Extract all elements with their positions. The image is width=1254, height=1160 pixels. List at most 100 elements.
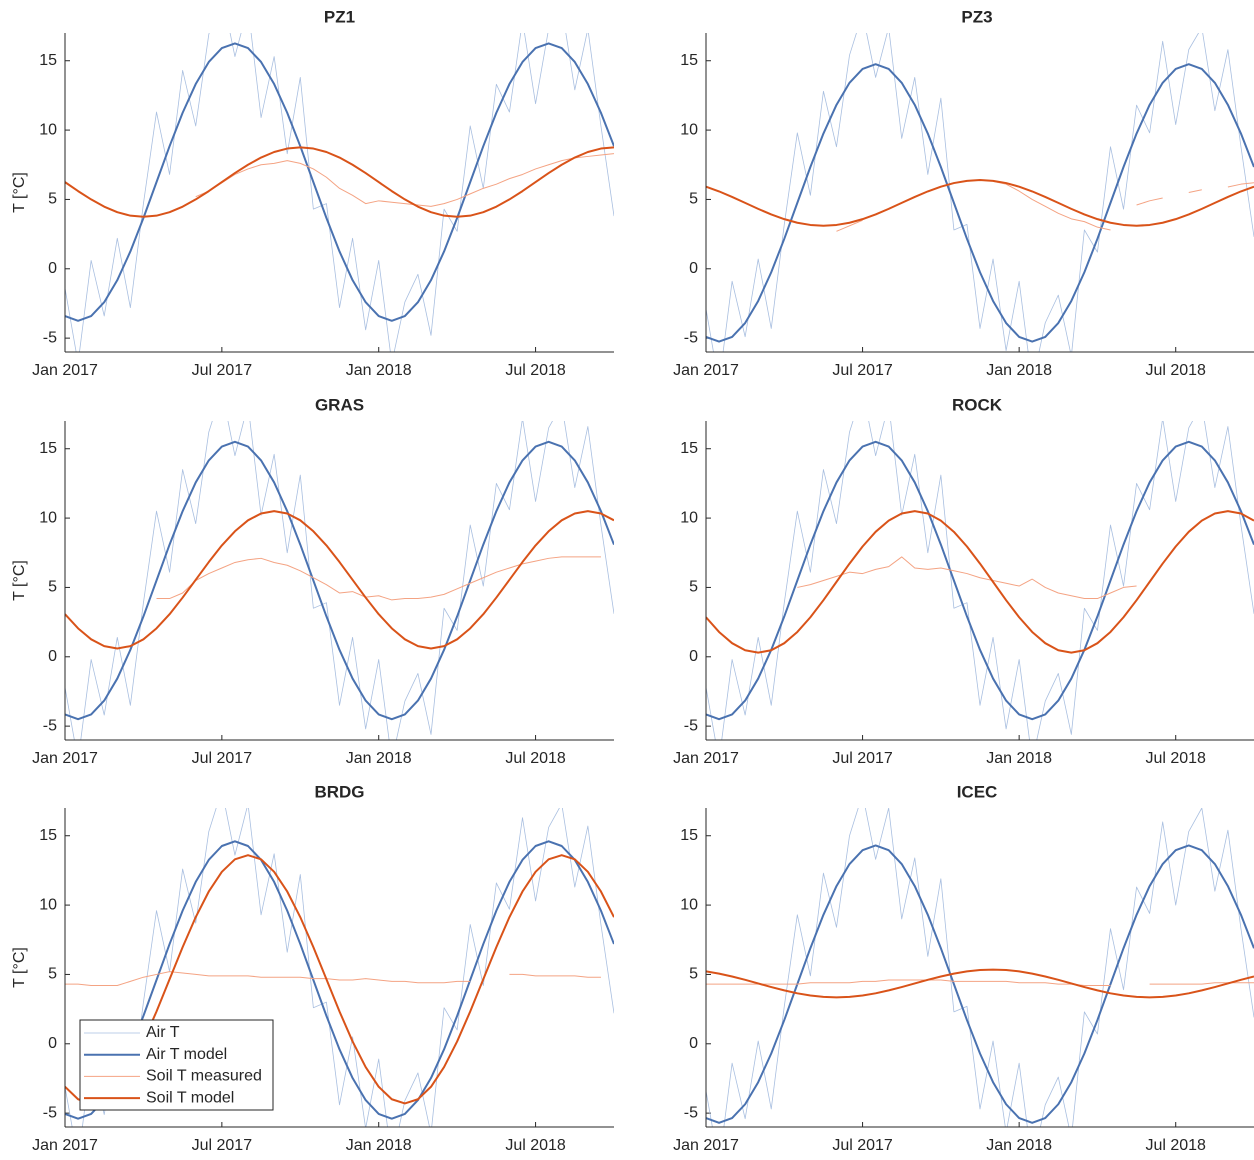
x-tick-label: Jul 2018 — [1145, 362, 1206, 379]
y-tick-label: 5 — [48, 579, 57, 596]
x-tick-label: Jan 2018 — [346, 750, 412, 767]
series-line — [65, 440, 614, 721]
legend-label: Soil T model — [146, 1089, 234, 1106]
y-tick-label: 5 — [689, 966, 698, 983]
chart-title: GRAS — [315, 395, 364, 414]
x-tick-label: Jan 2018 — [986, 750, 1052, 767]
y-tick-label: 15 — [680, 440, 698, 457]
legend-label: Soil T measured — [146, 1068, 262, 1085]
series-line — [706, 979, 1254, 987]
series-line — [65, 971, 601, 987]
x-tick-label: Jan 2018 — [346, 1137, 412, 1154]
y-tick-label: 0 — [48, 648, 57, 665]
y-axis-label: T [°C] — [11, 172, 28, 213]
series-line — [706, 63, 1254, 343]
y-tick-label: 5 — [48, 966, 57, 983]
chart-title: PZ3 — [961, 7, 992, 26]
plot-area — [706, 421, 1254, 740]
chart-title: PZ1 — [324, 7, 355, 26]
series-line — [65, 42, 614, 322]
series-line — [706, 33, 1254, 352]
plot-area — [65, 421, 614, 740]
plot-area — [706, 33, 1254, 352]
plot-area — [65, 33, 614, 352]
series-line — [65, 854, 614, 1105]
x-tick-label: Jul 2017 — [192, 1137, 253, 1154]
panel: ICEC -5 0 5 10 15 Jan 2017 Jul 2017 Jan 2018 Jul … — [673, 782, 1254, 1154]
x-tick-label: Jul 2017 — [832, 750, 893, 767]
series-line — [65, 840, 614, 1120]
x-tick-label: Jul 2018 — [505, 362, 566, 379]
y-axis-label: T [°C] — [11, 560, 28, 601]
series-line — [65, 510, 614, 650]
series-line — [706, 968, 1254, 999]
y-tick-label: 5 — [48, 191, 57, 208]
y-tick-label: -5 — [43, 329, 57, 346]
x-tick-label: Jan 2017 — [673, 1137, 739, 1154]
x-tick-label: Jul 2017 — [192, 750, 253, 767]
series-line — [65, 421, 614, 740]
chart-title: ROCK — [952, 395, 1003, 414]
y-tick-label: 10 — [680, 509, 698, 526]
chart-title: BRDG — [314, 782, 364, 801]
y-tick-label: 10 — [39, 509, 57, 526]
series-line — [706, 421, 1254, 740]
y-tick-label: 0 — [689, 648, 698, 665]
x-tick-label: Jan 2017 — [32, 1137, 98, 1154]
y-tick-label: 0 — [689, 260, 698, 277]
plot-area — [706, 808, 1254, 1127]
y-axis-label: T [°C] — [11, 947, 28, 988]
y-tick-label: 15 — [39, 440, 57, 457]
y-tick-label: -5 — [684, 1104, 698, 1121]
series-line — [706, 510, 1254, 654]
series-line — [65, 808, 614, 1127]
y-tick-label: -5 — [684, 329, 698, 346]
plot-area — [65, 808, 614, 1127]
y-tick-label: 15 — [39, 52, 57, 69]
legend-label: Air T model — [146, 1046, 227, 1063]
x-tick-label: Jul 2017 — [192, 362, 253, 379]
series-line — [156, 556, 601, 601]
series-line — [706, 179, 1254, 227]
x-tick-label: Jul 2018 — [505, 750, 566, 767]
y-tick-label: 5 — [689, 579, 698, 596]
panel: BRDG T [°C] -5 0 5 10 15 Jan 2017 Jul 2017 Jan 20… — [11, 782, 614, 1154]
series-line — [65, 146, 614, 218]
y-tick-label: -5 — [684, 717, 698, 734]
y-tick-label: -5 — [43, 1104, 57, 1121]
series-line — [706, 808, 1254, 1127]
legend-label: Air T — [146, 1024, 180, 1041]
x-tick-label: Jul 2017 — [832, 362, 893, 379]
y-tick-label: 15 — [680, 827, 698, 844]
series-line — [836, 180, 1254, 232]
panel: PZ1 T [°C] -5 0 5 10 15 Jan 2017 Jul 2017 Jan 201… — [11, 7, 614, 379]
y-tick-label: 10 — [39, 121, 57, 138]
legend: Air T Air T model Soil T measured Soil T mo… — [79, 1019, 274, 1111]
x-tick-label: Jul 2017 — [832, 1137, 893, 1154]
y-tick-label: 10 — [680, 896, 698, 913]
series-line — [65, 33, 614, 352]
y-tick-label: -5 — [43, 717, 57, 734]
x-tick-label: Jul 2018 — [1145, 750, 1206, 767]
x-tick-label: Jan 2018 — [986, 1137, 1052, 1154]
y-tick-label: 0 — [689, 1035, 698, 1052]
series-line — [706, 440, 1254, 721]
y-tick-label: 15 — [680, 52, 698, 69]
x-tick-label: Jan 2017 — [673, 750, 739, 767]
series-line — [195, 153, 614, 207]
series-line — [797, 556, 1137, 600]
x-tick-label: Jan 2017 — [32, 750, 98, 767]
y-tick-label: 0 — [48, 1035, 57, 1052]
x-tick-label: Jan 2018 — [346, 362, 412, 379]
x-tick-label: Jan 2017 — [32, 362, 98, 379]
x-tick-label: Jul 2018 — [505, 1137, 566, 1154]
panel: ROCK -5 0 5 10 15 Jan 2017 Jul 2017 Jan 2018 Jul … — [673, 395, 1254, 767]
x-tick-label: Jan 2018 — [986, 362, 1052, 379]
chart-title: ICEC — [957, 782, 998, 801]
x-tick-label: Jul 2018 — [1145, 1137, 1206, 1154]
y-tick-label: 0 — [48, 260, 57, 277]
y-tick-label: 10 — [39, 896, 57, 913]
y-tick-label: 10 — [680, 121, 698, 138]
